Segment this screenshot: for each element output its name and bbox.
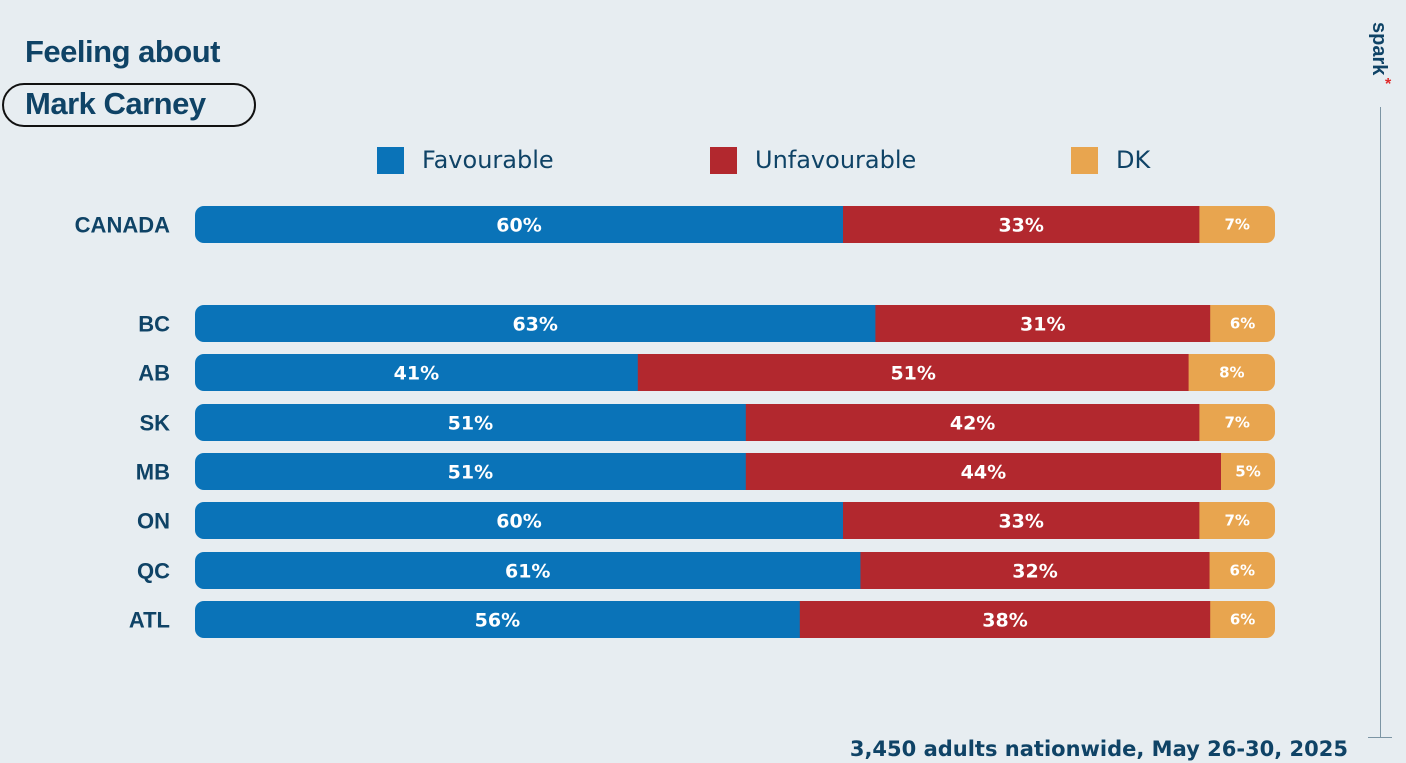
chart-title-line1: Feeling about <box>25 34 221 69</box>
legend-unfavourable: Unfavourable <box>710 146 916 174</box>
category-label-sk: SK <box>139 411 170 436</box>
title-highlight-outline <box>2 83 256 127</box>
chart-title-line2: Mark Carney <box>25 86 206 121</box>
bar-ab-favourable <box>195 354 639 391</box>
data-label-canada-unfavourable: 33% <box>998 215 1043 237</box>
vertical-divider <box>1380 107 1381 737</box>
bar-ab-unfavourable <box>637 354 1190 391</box>
data-label-mb-dk: 5% <box>1235 463 1260 481</box>
legend-favourable-swatch <box>377 146 404 174</box>
bar-bc-dk <box>1210 305 1275 342</box>
data-label-on-favourable: 60% <box>496 511 541 533</box>
bar-row-mb <box>195 453 1275 490</box>
bar-row-sk <box>195 404 1275 441</box>
data-label-on-dk: 7% <box>1224 512 1249 530</box>
data-label-mb-unfavourable: 44% <box>961 462 1006 484</box>
data-label-canada-favourable: 60% <box>496 215 541 237</box>
spark-logo-text: spark <box>1368 22 1390 76</box>
bar-mb-dk <box>1221 453 1275 490</box>
category-label-qc: QC <box>137 559 170 584</box>
data-label-sk-dk: 7% <box>1224 414 1249 432</box>
bar-atl-unfavourable <box>799 601 1211 638</box>
bar-qc-favourable <box>195 552 861 589</box>
vertical-divider-tick <box>1368 737 1392 738</box>
bar-on-favourable <box>195 502 844 539</box>
category-label-atl: ATL <box>129 608 170 633</box>
bar-qc-unfavourable <box>860 552 1211 589</box>
bar-mb-favourable <box>195 453 747 490</box>
bar-row-canada <box>195 206 1275 243</box>
data-label-ab-dk: 8% <box>1219 364 1244 382</box>
bar-bc-favourable <box>195 305 876 342</box>
data-label-bc-unfavourable: 31% <box>1020 314 1065 336</box>
data-label-atl-dk: 6% <box>1230 611 1255 629</box>
spark-logo: spark <box>1366 22 1396 92</box>
bar-canada-dk <box>1199 206 1275 243</box>
data-label-on-unfavourable: 33% <box>998 511 1043 533</box>
bar-canada-unfavourable <box>843 206 1200 243</box>
bar-row-on <box>195 502 1275 539</box>
data-label-mb-favourable: 51% <box>448 462 493 484</box>
legend-favourable-label: Favourable <box>422 146 554 174</box>
bar-row-bc <box>195 305 1275 342</box>
legend-dk-swatch <box>1071 146 1098 174</box>
bar-on-dk <box>1199 502 1275 539</box>
data-label-sk-favourable: 51% <box>448 413 493 435</box>
bar-atl-dk <box>1210 601 1275 638</box>
category-label-on: ON <box>137 509 170 534</box>
legend-dk-label: DK <box>1116 146 1151 174</box>
bar-atl-favourable <box>195 601 801 638</box>
bar-bc-unfavourable <box>875 305 1211 342</box>
data-label-sk-unfavourable: 42% <box>950 413 995 435</box>
category-label-mb: MB <box>136 460 170 485</box>
category-label-bc: BC <box>138 312 170 337</box>
bar-ab-dk <box>1188 354 1275 391</box>
data-label-qc-dk: 6% <box>1230 562 1255 580</box>
bar-canada-favourable <box>195 206 844 243</box>
legend-unfavourable-swatch <box>710 146 737 174</box>
data-label-atl-favourable: 56% <box>475 610 520 632</box>
bar-row-atl <box>195 601 1275 638</box>
data-label-canada-dk: 7% <box>1224 216 1249 234</box>
bar-on-unfavourable <box>843 502 1200 539</box>
data-label-qc-favourable: 61% <box>505 561 550 583</box>
sample-footnote: 3,450 adults nationwide, May 26-30, 2025 <box>849 737 1348 761</box>
bar-sk-unfavourable <box>745 404 1200 441</box>
legend-favourable: Favourable <box>377 146 554 174</box>
data-label-bc-favourable: 63% <box>512 314 557 336</box>
bar-sk-favourable <box>195 404 747 441</box>
category-label-canada: CANADA <box>75 213 170 238</box>
bar-qc-dk <box>1209 552 1275 589</box>
data-label-qc-unfavourable: 32% <box>1012 561 1057 583</box>
bar-row-ab <box>195 354 1275 391</box>
legend-unfavourable-label: Unfavourable <box>755 146 917 174</box>
bar-sk-dk <box>1199 404 1275 441</box>
data-label-atl-unfavourable: 38% <box>982 610 1027 632</box>
data-label-bc-dk: 6% <box>1230 315 1255 333</box>
bar-row-qc <box>195 552 1275 589</box>
data-label-ab-favourable: 41% <box>394 363 439 385</box>
data-label-ab-unfavourable: 51% <box>890 363 935 385</box>
spark-logo-asterisk: * <box>1385 76 1392 93</box>
legend-dk: DK <box>1071 146 1150 174</box>
category-label-ab: AB <box>138 361 170 386</box>
bar-mb-unfavourable <box>745 453 1222 490</box>
